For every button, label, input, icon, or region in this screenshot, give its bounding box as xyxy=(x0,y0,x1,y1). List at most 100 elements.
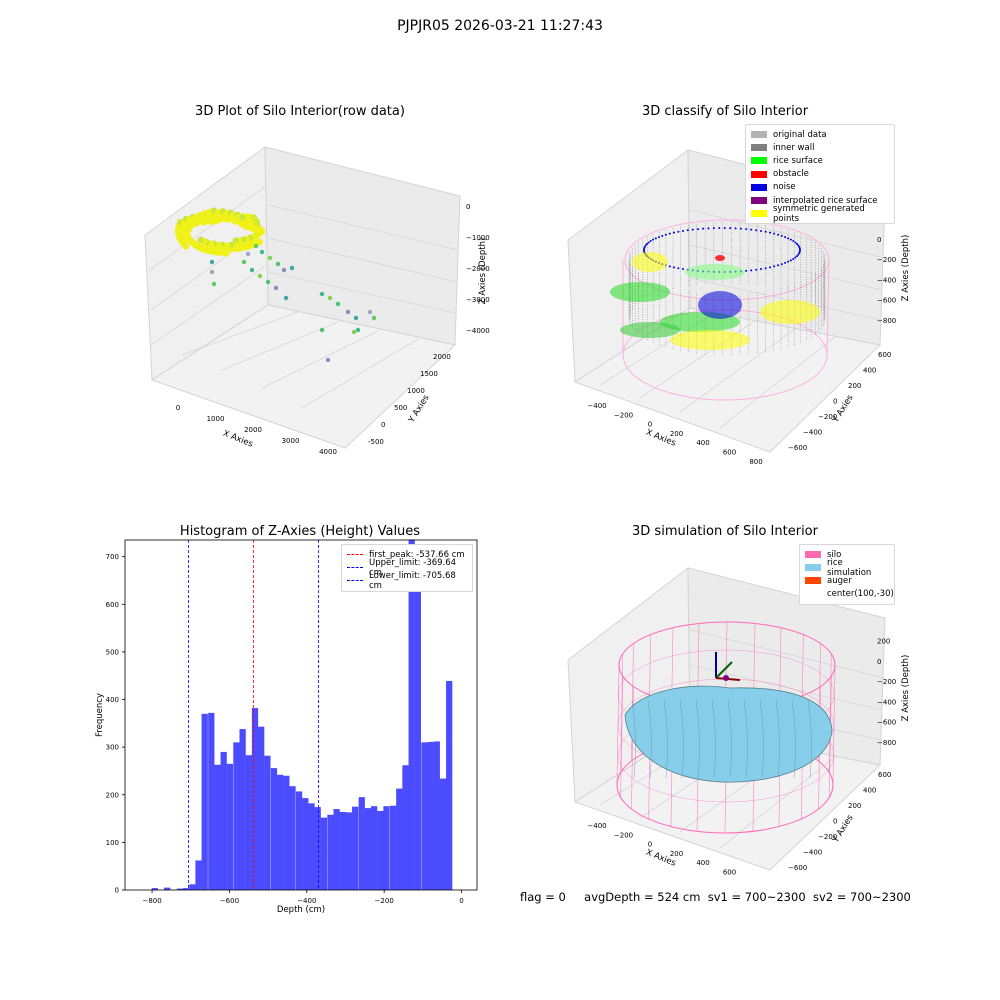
histogram-bar xyxy=(358,797,365,890)
noise-point xyxy=(798,250,801,253)
y-tick-label: −200 xyxy=(818,833,837,841)
legend-label: rice simulation xyxy=(827,557,872,578)
legend-label: symmetric generated points xyxy=(773,203,865,224)
legend-entry: Lower_limit: -705.68 cm xyxy=(347,571,467,591)
noise-point xyxy=(764,267,767,270)
noise-point xyxy=(769,266,772,269)
rice-mesh-line xyxy=(727,699,732,779)
noise-point xyxy=(643,247,646,250)
rice-mesh-line xyxy=(743,699,748,779)
noise-point xyxy=(647,241,650,244)
rice-mesh-line xyxy=(759,699,764,779)
legend-simulation: silo rice simulation auger center(100,-30) xyxy=(799,544,895,605)
noise-point xyxy=(789,238,792,241)
histogram-bar xyxy=(151,888,158,890)
histogram-bar xyxy=(220,751,227,890)
trail-point xyxy=(345,309,351,315)
y-axis-label: Y Axies xyxy=(406,393,432,426)
z-tick-label: −3000 xyxy=(466,296,490,304)
legend-swatch xyxy=(751,197,767,205)
noise-point xyxy=(712,227,715,230)
histogram-bar xyxy=(245,755,252,890)
rice-surface xyxy=(624,685,833,783)
trail-point xyxy=(319,291,325,297)
y-tick-label: 700 xyxy=(106,553,119,561)
legend-label: auger xyxy=(827,575,852,586)
legend-swatch xyxy=(805,551,821,559)
x-tick-label: 400 xyxy=(696,859,709,867)
ring-point xyxy=(222,250,230,257)
auger-axis-y xyxy=(715,661,733,679)
noise-point xyxy=(760,229,762,232)
z-tick-label: −600 xyxy=(877,719,896,727)
cloud-region xyxy=(620,322,680,338)
z-tick-label: −600 xyxy=(877,297,896,305)
histogram-bar xyxy=(396,788,403,890)
trail-point xyxy=(353,315,359,321)
histogram-vlines xyxy=(188,540,319,890)
cloud-region xyxy=(760,300,820,324)
noise-point xyxy=(672,266,675,269)
silo-simulation xyxy=(616,621,836,834)
histogram-x-label: Depth (cm) xyxy=(277,905,325,915)
noise-point xyxy=(798,252,801,255)
noise-point xyxy=(745,269,748,272)
cloud-region xyxy=(610,282,670,302)
histogram-bar xyxy=(402,765,409,890)
trail-point xyxy=(267,255,273,261)
noise-point xyxy=(784,261,787,264)
noise-point xyxy=(718,227,721,230)
noise-point xyxy=(723,227,726,230)
rice-mesh-line xyxy=(791,699,796,779)
noise-point xyxy=(682,268,684,271)
trail-point xyxy=(253,243,259,249)
legend-swatch xyxy=(751,183,767,191)
legend-entry: auger xyxy=(805,574,889,587)
z-tick-label: 0 xyxy=(466,203,470,211)
gridlines xyxy=(149,185,459,409)
noise-point xyxy=(799,249,801,251)
trail-point xyxy=(209,259,215,265)
z-tick-label: −200 xyxy=(877,678,896,686)
histogram-bar xyxy=(270,768,278,890)
legend-entry: rice simulation xyxy=(805,558,889,578)
x-tick-label: 3000 xyxy=(282,437,300,445)
legend-entry: original data xyxy=(751,128,889,141)
z-tick-label: 0 xyxy=(877,236,881,244)
legend-swatch xyxy=(751,157,767,165)
histogram-bar xyxy=(439,778,447,890)
y-tick-label: 100 xyxy=(106,839,119,847)
trail-point xyxy=(273,285,279,291)
noise-point xyxy=(702,227,705,230)
status-line: flag = 0 avgDepth = 524 cm sv1 = 700~230… xyxy=(520,890,911,904)
noise-point xyxy=(729,227,732,230)
noise-point xyxy=(677,267,680,270)
y-tick-label: 0 xyxy=(833,818,837,826)
noise-point xyxy=(672,231,675,234)
y-tick-label: −600 xyxy=(788,864,807,872)
trail-point xyxy=(351,329,357,335)
legend-entry: obstacle xyxy=(751,168,889,181)
legend-label: original data xyxy=(773,129,827,140)
histogram-bar xyxy=(189,884,196,890)
classified-point-cloud xyxy=(610,219,830,401)
x-tick-label: 0 xyxy=(176,404,180,412)
y-tick-label: 500 xyxy=(106,648,119,656)
histogram-bar xyxy=(277,774,284,890)
legend-label: obstacle xyxy=(773,169,809,180)
legend-classify: original data inner wall rice surface obsta… xyxy=(745,124,895,225)
x-tick-label: 0 xyxy=(648,841,652,849)
rice-mesh-line xyxy=(807,699,812,779)
sv2-value: sv2 = 700~2300 xyxy=(812,890,911,904)
noise-point xyxy=(784,236,787,239)
trail-point xyxy=(319,327,325,333)
trail-point xyxy=(257,273,263,279)
noise-point xyxy=(773,265,776,268)
figure-title: PJPJR05 2026-03-21 11:27:43 xyxy=(397,18,603,34)
noise-point xyxy=(664,233,667,236)
x-tick-label: 200 xyxy=(670,430,683,438)
noise-point xyxy=(668,232,671,235)
z-tick-label: −400 xyxy=(877,276,896,284)
z-tick-label: −200 xyxy=(877,256,896,264)
histogram-bar xyxy=(352,806,359,890)
